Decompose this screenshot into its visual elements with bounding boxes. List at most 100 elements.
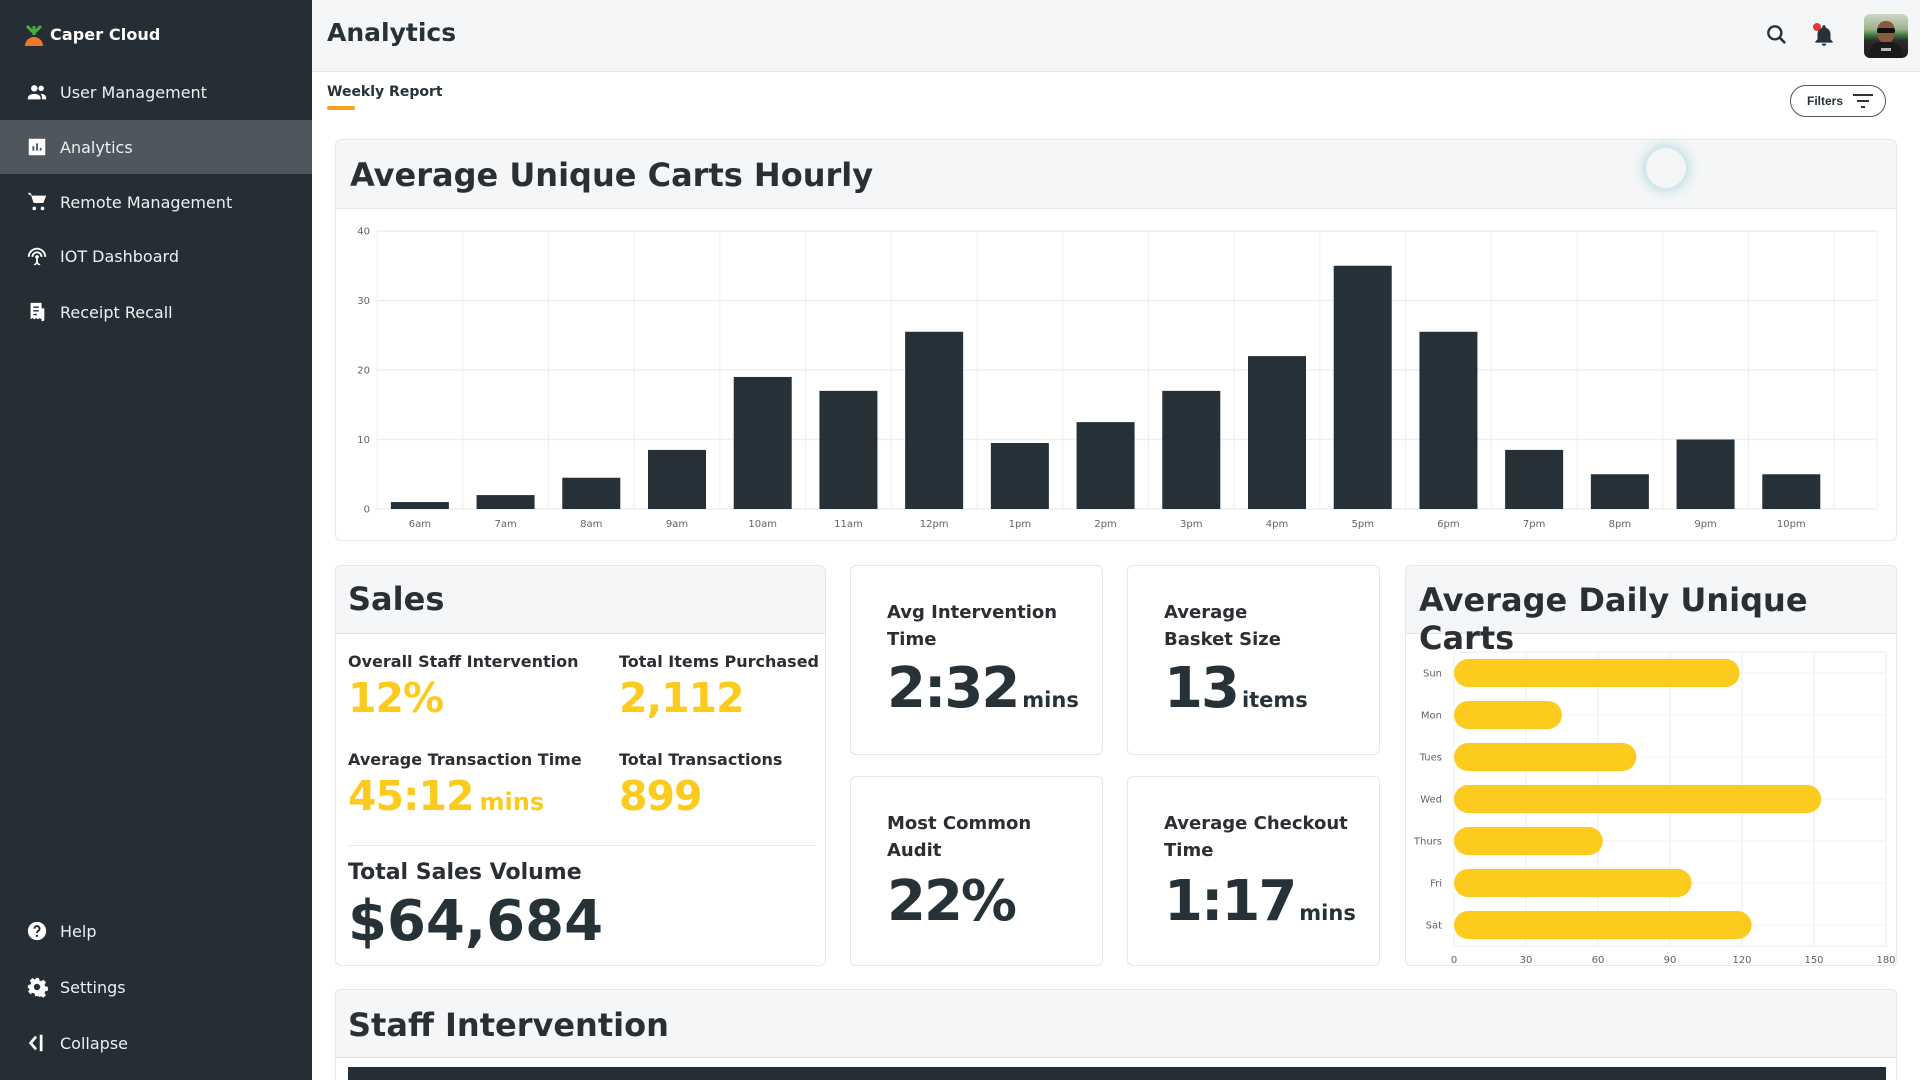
tab-active-indicator xyxy=(327,106,355,110)
sidebar-item-help[interactable]: Help xyxy=(0,904,312,958)
panel-title: Sales xyxy=(348,580,445,618)
search-button[interactable] xyxy=(1764,22,1790,48)
antenna-icon xyxy=(27,247,47,266)
bar-Thurs xyxy=(1454,827,1603,855)
divider xyxy=(348,845,816,846)
search-icon xyxy=(1767,25,1787,45)
bar-chart-icon xyxy=(28,138,46,156)
carrot-icon xyxy=(25,24,43,46)
bar-Wed xyxy=(1454,785,1822,813)
daily-carts-panel: Average Daily Unique Carts 0 30 60 90 120 150… xyxy=(1405,565,1897,966)
notification-dot xyxy=(1813,23,1821,31)
top-header: Analytics xyxy=(312,0,1920,72)
stat-number: 899 xyxy=(619,772,703,820)
brand-name: Caper Cloud xyxy=(50,24,161,44)
kpi-unit: items xyxy=(1241,688,1308,712)
sidebar-item-analytics[interactable]: Analytics xyxy=(0,120,312,174)
bar-9am xyxy=(648,449,706,509)
gear-icon xyxy=(27,977,48,998)
sidebar-item-label: Help xyxy=(60,921,97,941)
x-tick-label: 7am xyxy=(494,519,516,530)
kpi-number: 2:32 xyxy=(887,656,1020,721)
sidebar-item-iot-dashboard[interactable]: IOT Dashboard xyxy=(0,229,312,283)
x-tick-label: 150 xyxy=(1804,955,1823,966)
sidebar: Caper Cloud User Management Analytics Re… xyxy=(0,0,312,1080)
y-tick-label: 10 xyxy=(357,435,370,446)
kpi-card-avg-intervention-time: Avg Intervention Time 2:32 mins xyxy=(850,565,1103,755)
hourly-carts-panel: Average Unique Carts Hourly 0 10 20 30 40 6am… xyxy=(335,139,1897,541)
sidebar-item-collapse[interactable]: Collapse xyxy=(0,1016,312,1070)
x-tick-label: 12pm xyxy=(920,519,949,530)
y-tick-label: 20 xyxy=(357,366,370,377)
filter-icon xyxy=(1853,94,1873,108)
sidebar-item-receipt-recall[interactable]: Receipt Recall xyxy=(0,285,312,339)
panel-title: Average Unique Carts Hourly xyxy=(350,156,874,194)
total-sales-label: Total Sales Volume xyxy=(348,860,582,885)
users-icon xyxy=(27,85,47,100)
bar-6pm xyxy=(1419,331,1478,509)
daily-bar-chart: 0 30 60 90 120 150 180 Sun Mon Tues Wed Thurs Fri Sat xyxy=(1413,651,1896,966)
tab-weekly-report[interactable]: Weekly Report xyxy=(327,84,443,100)
sales-panel: Sales Overall Staff Intervention 12% Tot… xyxy=(335,565,826,966)
stat-number: 45:12 xyxy=(348,772,475,820)
total-sales-value: $64,684 xyxy=(348,889,604,954)
stat-number: 12% xyxy=(348,674,444,722)
kpi-card-average-basket-size: Average Basket Size 13 items xyxy=(1127,565,1380,755)
kpi-label: Avg Intervention Time xyxy=(887,602,1058,650)
kpi-number: 22% xyxy=(887,869,1017,934)
filters-button[interactable]: Filters xyxy=(1790,85,1886,117)
kpi-label: Average Checkout Time xyxy=(1164,813,1348,861)
bar-Mon xyxy=(1454,701,1562,729)
bar-1pm xyxy=(990,442,1049,509)
sidebar-item-label: User Management xyxy=(60,82,207,102)
y-tick-label: Mon xyxy=(1421,711,1442,722)
x-tick-label: 10am xyxy=(748,519,777,530)
y-tick-label: Sat xyxy=(1426,921,1442,932)
x-tick-label: 2pm xyxy=(1094,519,1116,530)
sidebar-item-remote-management[interactable]: Remote Management xyxy=(0,175,312,229)
x-tick-label: 6pm xyxy=(1437,519,1459,530)
stat-number: 2,112 xyxy=(619,674,745,722)
stat-label: Overall Staff Intervention xyxy=(348,652,579,671)
y-tick-label: 30 xyxy=(357,296,370,307)
bar-Sat xyxy=(1454,911,1752,939)
y-tick-label: 0 xyxy=(364,505,370,516)
kpi-value: 2:32 mins xyxy=(887,656,1079,721)
collapse-icon xyxy=(28,1034,43,1052)
sidebar-item-settings[interactable]: Settings xyxy=(0,960,312,1014)
stat-label: Average Transaction Time xyxy=(348,750,582,769)
sidebar-item-user-management[interactable]: User Management xyxy=(0,65,312,119)
bar-10pm xyxy=(1762,474,1821,509)
notifications-button[interactable] xyxy=(1811,22,1837,48)
avatar[interactable] xyxy=(1864,14,1908,58)
x-tick-label: 9pm xyxy=(1694,519,1716,530)
stat-label: Total Items Purchased xyxy=(619,652,820,671)
x-tick-label: 5pm xyxy=(1351,519,1373,530)
brand[interactable]: Caper Cloud xyxy=(24,22,160,46)
bar-10am xyxy=(733,376,792,509)
x-tick-label: 180 xyxy=(1876,955,1895,966)
bar-8pm xyxy=(1590,474,1649,509)
stat-value: 45:12 mins xyxy=(348,772,544,820)
kpi-label: Average Basket Size xyxy=(1164,602,1281,650)
stat-value: 2,112 xyxy=(619,674,745,722)
bar-11am xyxy=(819,390,878,509)
sidebar-item-label: Remote Management xyxy=(60,192,233,212)
y-tick-label: Fri xyxy=(1430,879,1442,890)
bar-6am xyxy=(390,502,449,509)
x-tick-label: 3pm xyxy=(1180,519,1202,530)
receipt-icon xyxy=(30,302,45,322)
bar-2pm xyxy=(1076,422,1135,509)
bar-5pm xyxy=(1333,265,1392,509)
bar-12pm xyxy=(905,331,964,509)
x-tick-label: 1pm xyxy=(1009,519,1031,530)
x-tick-label: 10pm xyxy=(1777,519,1806,530)
y-tick-label: Wed xyxy=(1420,795,1442,806)
kpi-label: Most Common Audit xyxy=(887,813,1032,861)
filters-label: Filters xyxy=(1807,94,1844,108)
bar-Fri xyxy=(1454,869,1692,897)
x-tick-label: 6am xyxy=(409,519,431,530)
stat-value: 899 xyxy=(619,772,703,820)
bar-7am xyxy=(476,495,535,509)
cursor-indicator xyxy=(1646,148,1686,188)
